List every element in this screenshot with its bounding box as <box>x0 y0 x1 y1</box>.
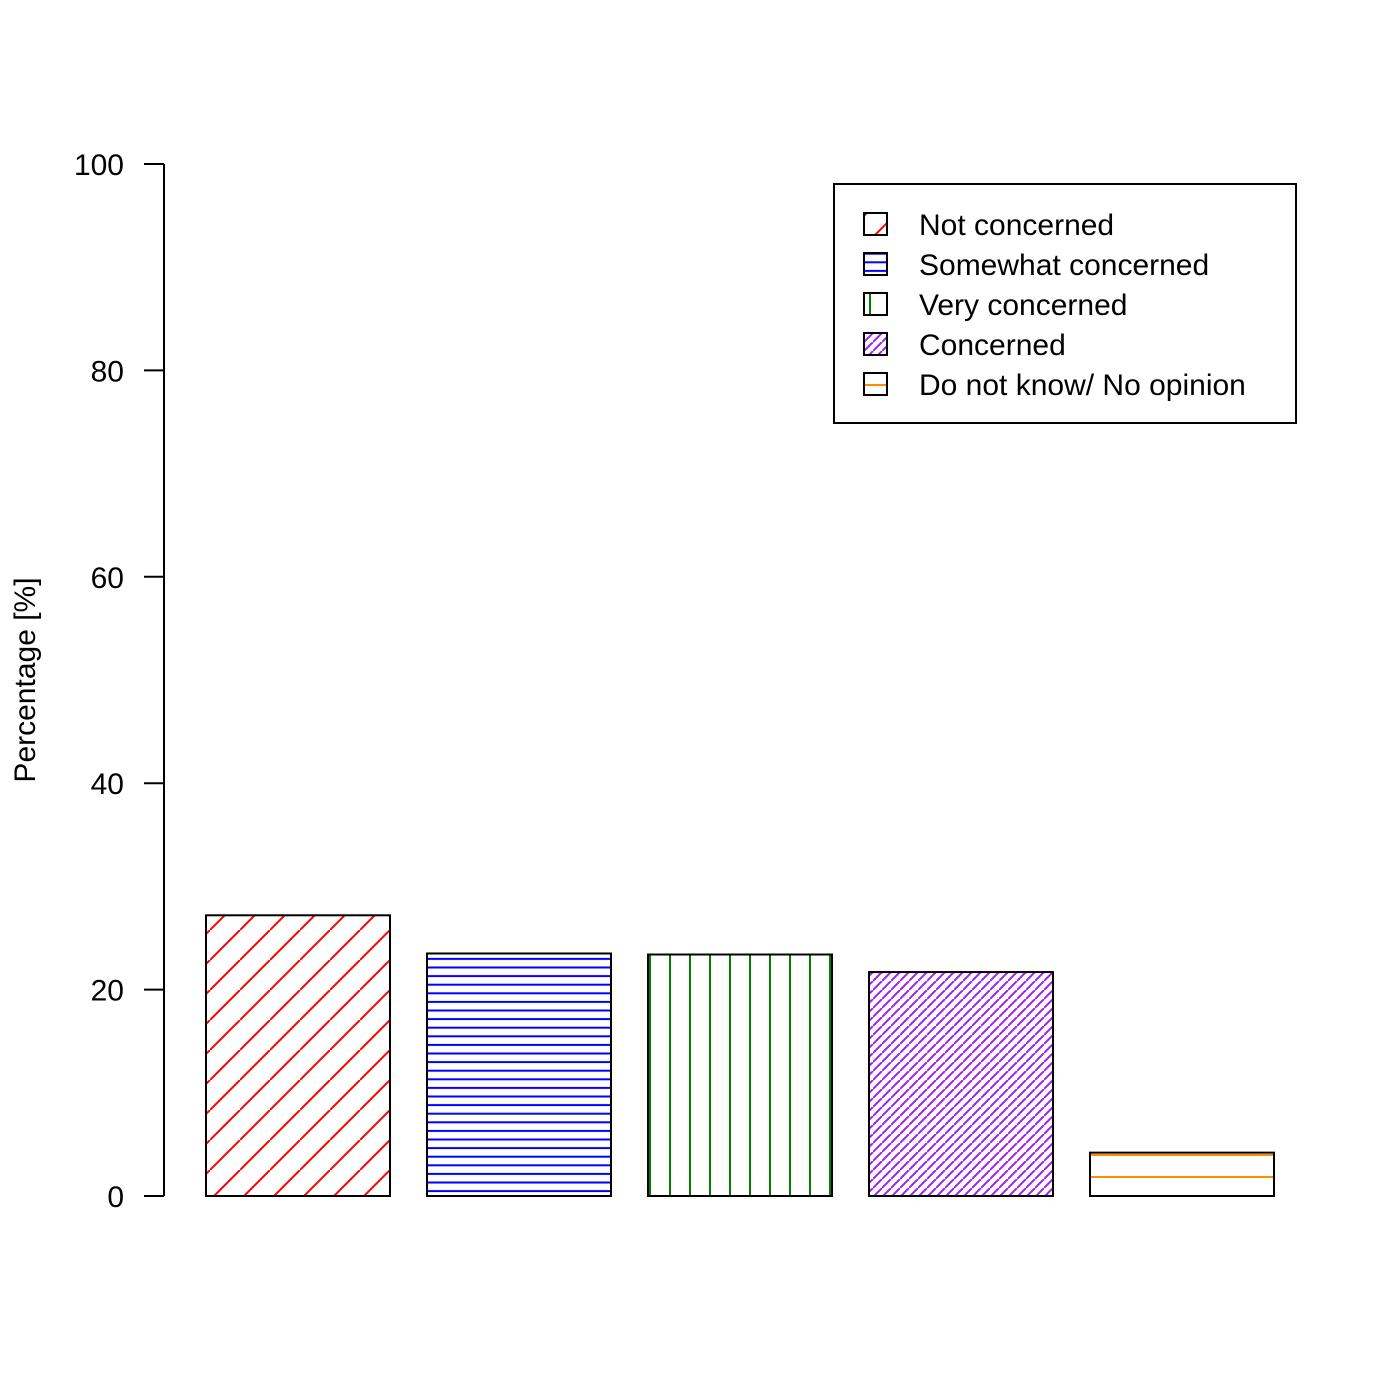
y-axis-title: Percentage [%] <box>9 577 42 782</box>
legend-label: Very concerned <box>919 289 1127 322</box>
bar-4 <box>868 971 1054 1198</box>
legend-box <box>833 183 1297 424</box>
legend-swatch <box>863 252 888 276</box>
legend-swatch <box>863 212 888 236</box>
legend-label: Do not know/ No opinion <box>919 369 1246 402</box>
y-tick-label: 0 <box>107 1181 124 1214</box>
y-tick-label: 80 <box>91 355 124 388</box>
legend-swatch <box>863 332 888 356</box>
y-tick-label: 20 <box>91 975 124 1008</box>
y-tick-label: 100 <box>74 149 124 182</box>
legend-label: Not concerned <box>919 209 1114 242</box>
bar-1 <box>205 914 391 1198</box>
bar-5 <box>1089 1151 1275 1198</box>
legend-label: Somewhat concerned <box>919 249 1209 282</box>
y-axis: 0 20 40 60 80 100 <box>74 149 165 1214</box>
bar-2 <box>426 952 612 1197</box>
y-tick-label: 40 <box>91 768 124 801</box>
bar-3 <box>647 953 833 1198</box>
legend-swatch <box>863 372 888 396</box>
legend-swatch <box>863 292 888 316</box>
legend: Not concerned Somewhat concerned Very conc… <box>833 183 1297 424</box>
legend-label: Concerned <box>919 329 1066 362</box>
bars <box>205 914 1275 1198</box>
y-tick-label: 60 <box>91 562 124 595</box>
